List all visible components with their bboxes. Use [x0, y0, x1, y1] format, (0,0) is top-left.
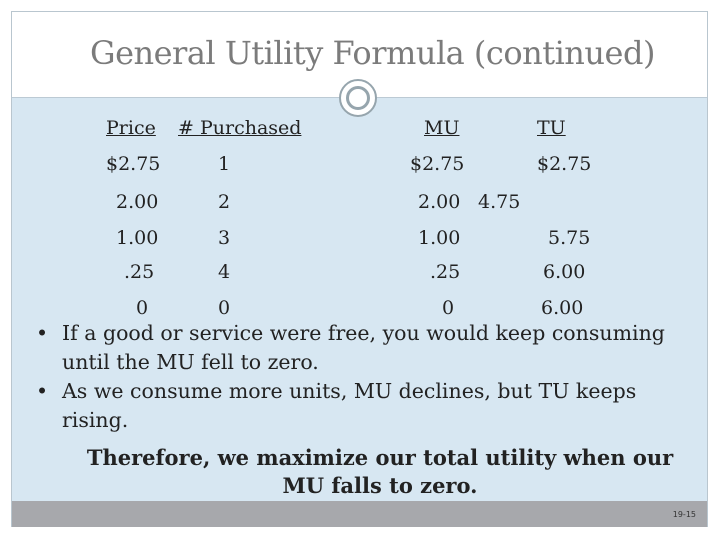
header-tu: TU	[537, 117, 566, 139]
header-price: Price	[106, 117, 156, 139]
bullet-icon: •	[36, 321, 49, 345]
table-cell-price: $2.75	[106, 153, 161, 175]
table-cell-purchased: 1	[218, 153, 231, 175]
bullet-icon: •	[36, 379, 49, 403]
table-cell-tu: 6.00	[543, 261, 586, 283]
table-cell-purchased: 4	[218, 261, 231, 283]
table-cell-mu: .25	[430, 261, 461, 283]
bullet-text: As we consume more units, MU declines, b…	[62, 379, 637, 432]
footer-bar	[12, 501, 707, 527]
header-mu: MU	[424, 117, 460, 139]
header-purchased: # Purchased	[178, 117, 302, 139]
ring-inner-icon	[346, 86, 370, 110]
content-panel	[12, 97, 707, 501]
table-cell-mu: $2.75	[410, 153, 465, 175]
page-number: 19-15	[672, 510, 696, 519]
table-cell-price: 0	[136, 297, 149, 319]
list-item: • As we consume more units, MU declines,…	[36, 377, 686, 435]
table-cell-purchased: 2	[218, 191, 231, 213]
bullet-list: • If a good or service were free, you wo…	[36, 319, 686, 435]
table-cell-purchased: 0	[218, 297, 231, 319]
conclusion-text: Therefore, we maximize our total utility…	[86, 445, 674, 498]
ring-ornament-icon	[339, 79, 377, 117]
table-cell-tu: 5.75	[548, 227, 591, 249]
table-cell-price: 2.00	[116, 191, 159, 213]
slide-title: General Utility Formula (continued)	[90, 34, 655, 72]
table-cell-mu: 0	[442, 297, 455, 319]
table-cell-price: .25	[124, 261, 155, 283]
table-cell-purchased: 3	[218, 227, 231, 249]
table-cell-price: 1.00	[116, 227, 159, 249]
table-cell-tu: 4.75	[478, 191, 521, 213]
table-cell-tu: $2.75	[537, 153, 592, 175]
bullet-text: If a good or service were free, you woul…	[62, 321, 665, 374]
table-cell-mu: 1.00	[418, 227, 461, 249]
table-cell-mu: 2.00	[418, 191, 461, 213]
list-item: • If a good or service were free, you wo…	[36, 319, 686, 377]
table-cell-tu: 6.00	[541, 297, 584, 319]
